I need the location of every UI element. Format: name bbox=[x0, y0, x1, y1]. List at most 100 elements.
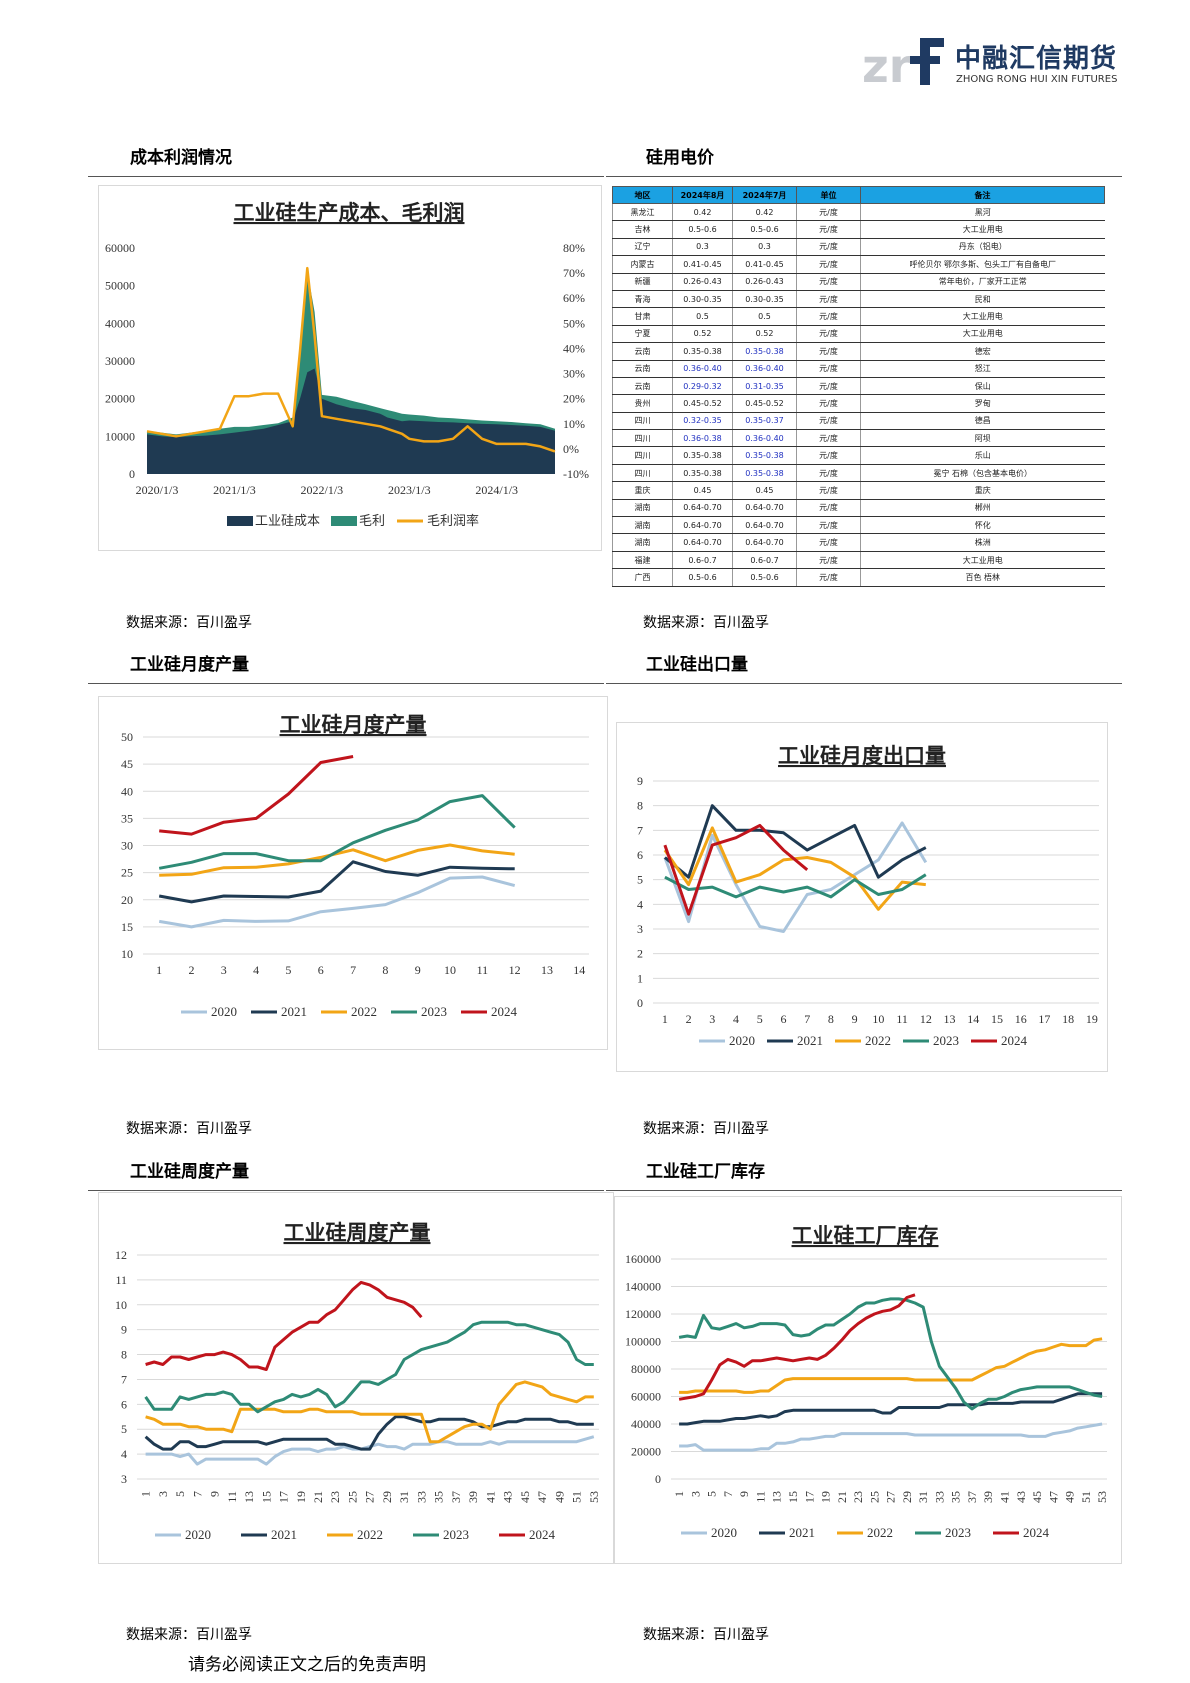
x-tick-label: 5 bbox=[757, 1012, 763, 1026]
table-cell: 元/度 bbox=[796, 446, 861, 465]
x-tick-label: 1 bbox=[139, 1491, 153, 1497]
legend-label: 2020 bbox=[211, 1004, 237, 1019]
x-tick-label: 5 bbox=[705, 1491, 719, 1497]
y-tick-label: 0 bbox=[655, 1472, 661, 1486]
table-cell: 0.64-0.70 bbox=[732, 533, 797, 552]
table-cell: 辽宁 bbox=[612, 238, 673, 257]
x-tick-label: 14 bbox=[573, 963, 585, 977]
x-tick-label: 8 bbox=[382, 963, 388, 977]
table-cell: 丹东（铝电） bbox=[860, 238, 1105, 257]
x-tick-label: 7 bbox=[804, 1012, 810, 1026]
table-cell: 重庆 bbox=[860, 481, 1105, 500]
table-cell: 民和 bbox=[860, 290, 1105, 309]
legend-label: 毛利 bbox=[359, 513, 385, 528]
y2-tick-label: 10% bbox=[563, 417, 585, 431]
y-tick-label: 140000 bbox=[625, 1280, 661, 1294]
table-cell: 元/度 bbox=[796, 203, 861, 222]
table-cell: 元/度 bbox=[796, 325, 861, 344]
chart-monthly-output: 工业硅月度产量 10 15 20 25 30 35 40 45 50 1 2 3 4 5 6 7 8 9 10 11 12… bbox=[98, 696, 608, 1050]
table-cell: 新疆 bbox=[612, 273, 673, 291]
y-tick-label: 100000 bbox=[625, 1335, 661, 1349]
legend-label: 2023 bbox=[421, 1004, 447, 1019]
y-tick-label: 20 bbox=[121, 893, 133, 907]
divider bbox=[606, 1190, 1122, 1191]
table-cell: 0.64-0.70 bbox=[732, 499, 797, 518]
table-cell: 元/度 bbox=[796, 394, 861, 413]
x-tick-label: 12 bbox=[920, 1012, 932, 1026]
legend-swatch bbox=[331, 516, 357, 526]
svg-text:zr: zr bbox=[862, 39, 912, 90]
table-cell: 怀化 bbox=[860, 516, 1105, 535]
x-tick-label: 51 bbox=[570, 1491, 584, 1503]
table-cell: 阿坝 bbox=[860, 429, 1105, 448]
x-tick-label: 31 bbox=[916, 1491, 930, 1503]
y2-tick-label: 80% bbox=[563, 241, 585, 255]
table-cell: 0.35-0.38 bbox=[672, 342, 733, 361]
table-cell: 郴州 bbox=[860, 499, 1105, 518]
table-cell: 0.41-0.45 bbox=[672, 255, 733, 274]
y2-tick-label: 60% bbox=[563, 291, 585, 305]
table-cell: 株洲 bbox=[860, 533, 1105, 552]
series-line-2023 bbox=[678, 1297, 1103, 1411]
y-tick-label: 6 bbox=[637, 848, 643, 862]
series-line-2020 bbox=[158, 875, 516, 929]
x-tick-label: 37 bbox=[449, 1491, 463, 1503]
section-title-monthly: 工业硅月度产量 bbox=[130, 655, 249, 675]
table-cell: 0.41-0.45 bbox=[732, 255, 797, 274]
table-cell: 0.64-0.70 bbox=[672, 516, 733, 535]
x-tick-label: 14 bbox=[967, 1012, 979, 1026]
y-tick-label: 50000 bbox=[105, 279, 135, 293]
table-cell: 元/度 bbox=[796, 273, 861, 291]
y-tick-label: 40000 bbox=[105, 316, 135, 330]
table-cell: 0.5-0.6 bbox=[732, 220, 797, 239]
x-tick-label: 8 bbox=[828, 1012, 834, 1026]
y-tick-label: 80000 bbox=[631, 1362, 661, 1376]
table-cell: 云南 bbox=[612, 377, 673, 396]
y-tick-label: 30 bbox=[121, 839, 133, 853]
table-cell: 0.31-0.35 bbox=[732, 377, 797, 396]
table-cell: 德昌 bbox=[860, 412, 1105, 431]
x-tick-label: 49 bbox=[552, 1491, 566, 1503]
x-tick-label: 6 bbox=[318, 963, 324, 977]
table-row: 广西 0.5-0.6 0.5-0.6 元/度 百色 梧林 bbox=[612, 568, 1105, 587]
y-tick-label: 9 bbox=[121, 1323, 127, 1337]
y-tick-label: 10000 bbox=[105, 429, 135, 443]
x-tick-label: 19 bbox=[294, 1491, 308, 1503]
table-row: 甘肃 0.5 0.5 元/度 大工业用电 bbox=[612, 307, 1105, 326]
y-tick-label: 10 bbox=[121, 947, 133, 961]
table-cell: 0.36-0.38 bbox=[672, 429, 733, 448]
table-row: 湖南 0.64-0.70 0.64-0.70 元/度 株洲 bbox=[612, 533, 1105, 552]
table-cell: 元/度 bbox=[796, 342, 861, 361]
table-cell: 吉林 bbox=[612, 220, 673, 239]
table-cell: 0.42 bbox=[732, 203, 797, 222]
table-cell: 元/度 bbox=[796, 464, 861, 483]
table-cell: 0.6-0.7 bbox=[732, 551, 797, 570]
x-tick-label: 39 bbox=[981, 1491, 995, 1503]
table-cell: 元/度 bbox=[796, 220, 861, 239]
x-tick-label: 7 bbox=[350, 963, 356, 977]
table-cell: 元/度 bbox=[796, 377, 861, 396]
legend-label: 2023 bbox=[933, 1033, 959, 1048]
x-tick-label: 11 bbox=[225, 1491, 239, 1503]
x-tick-label: 19 bbox=[1086, 1012, 1098, 1026]
table-cell: 四川 bbox=[612, 412, 673, 431]
table-cell: 罗甸 bbox=[860, 394, 1105, 413]
table-cell: 湖南 bbox=[612, 533, 673, 552]
y-tick-label: 10 bbox=[115, 1298, 127, 1312]
table-cell: 元/度 bbox=[796, 499, 861, 518]
y-tick-label: 40000 bbox=[631, 1417, 661, 1431]
x-tick-label: 2023/1/3 bbox=[388, 483, 431, 497]
x-tick-label: 7 bbox=[190, 1491, 204, 1497]
table-cell: 四川 bbox=[612, 429, 673, 448]
y-tick-label: 20000 bbox=[105, 392, 135, 406]
series-line-2021 bbox=[663, 804, 927, 879]
table-row: 湖南 0.64-0.70 0.64-0.70 元/度 郴州 bbox=[612, 499, 1105, 518]
table-cell: 黑龙江 bbox=[612, 203, 673, 222]
x-tick-label: 10 bbox=[444, 963, 456, 977]
x-tick-label: 2020/1/3 bbox=[136, 483, 179, 497]
table-cell: 0.36-0.40 bbox=[672, 360, 733, 378]
table-cell: 0.5-0.6 bbox=[672, 568, 733, 587]
y2-tick-label: 50% bbox=[563, 316, 585, 330]
table-header-cell: 备注 bbox=[860, 186, 1105, 204]
table-header-cell: 2024年8月 bbox=[672, 186, 733, 204]
